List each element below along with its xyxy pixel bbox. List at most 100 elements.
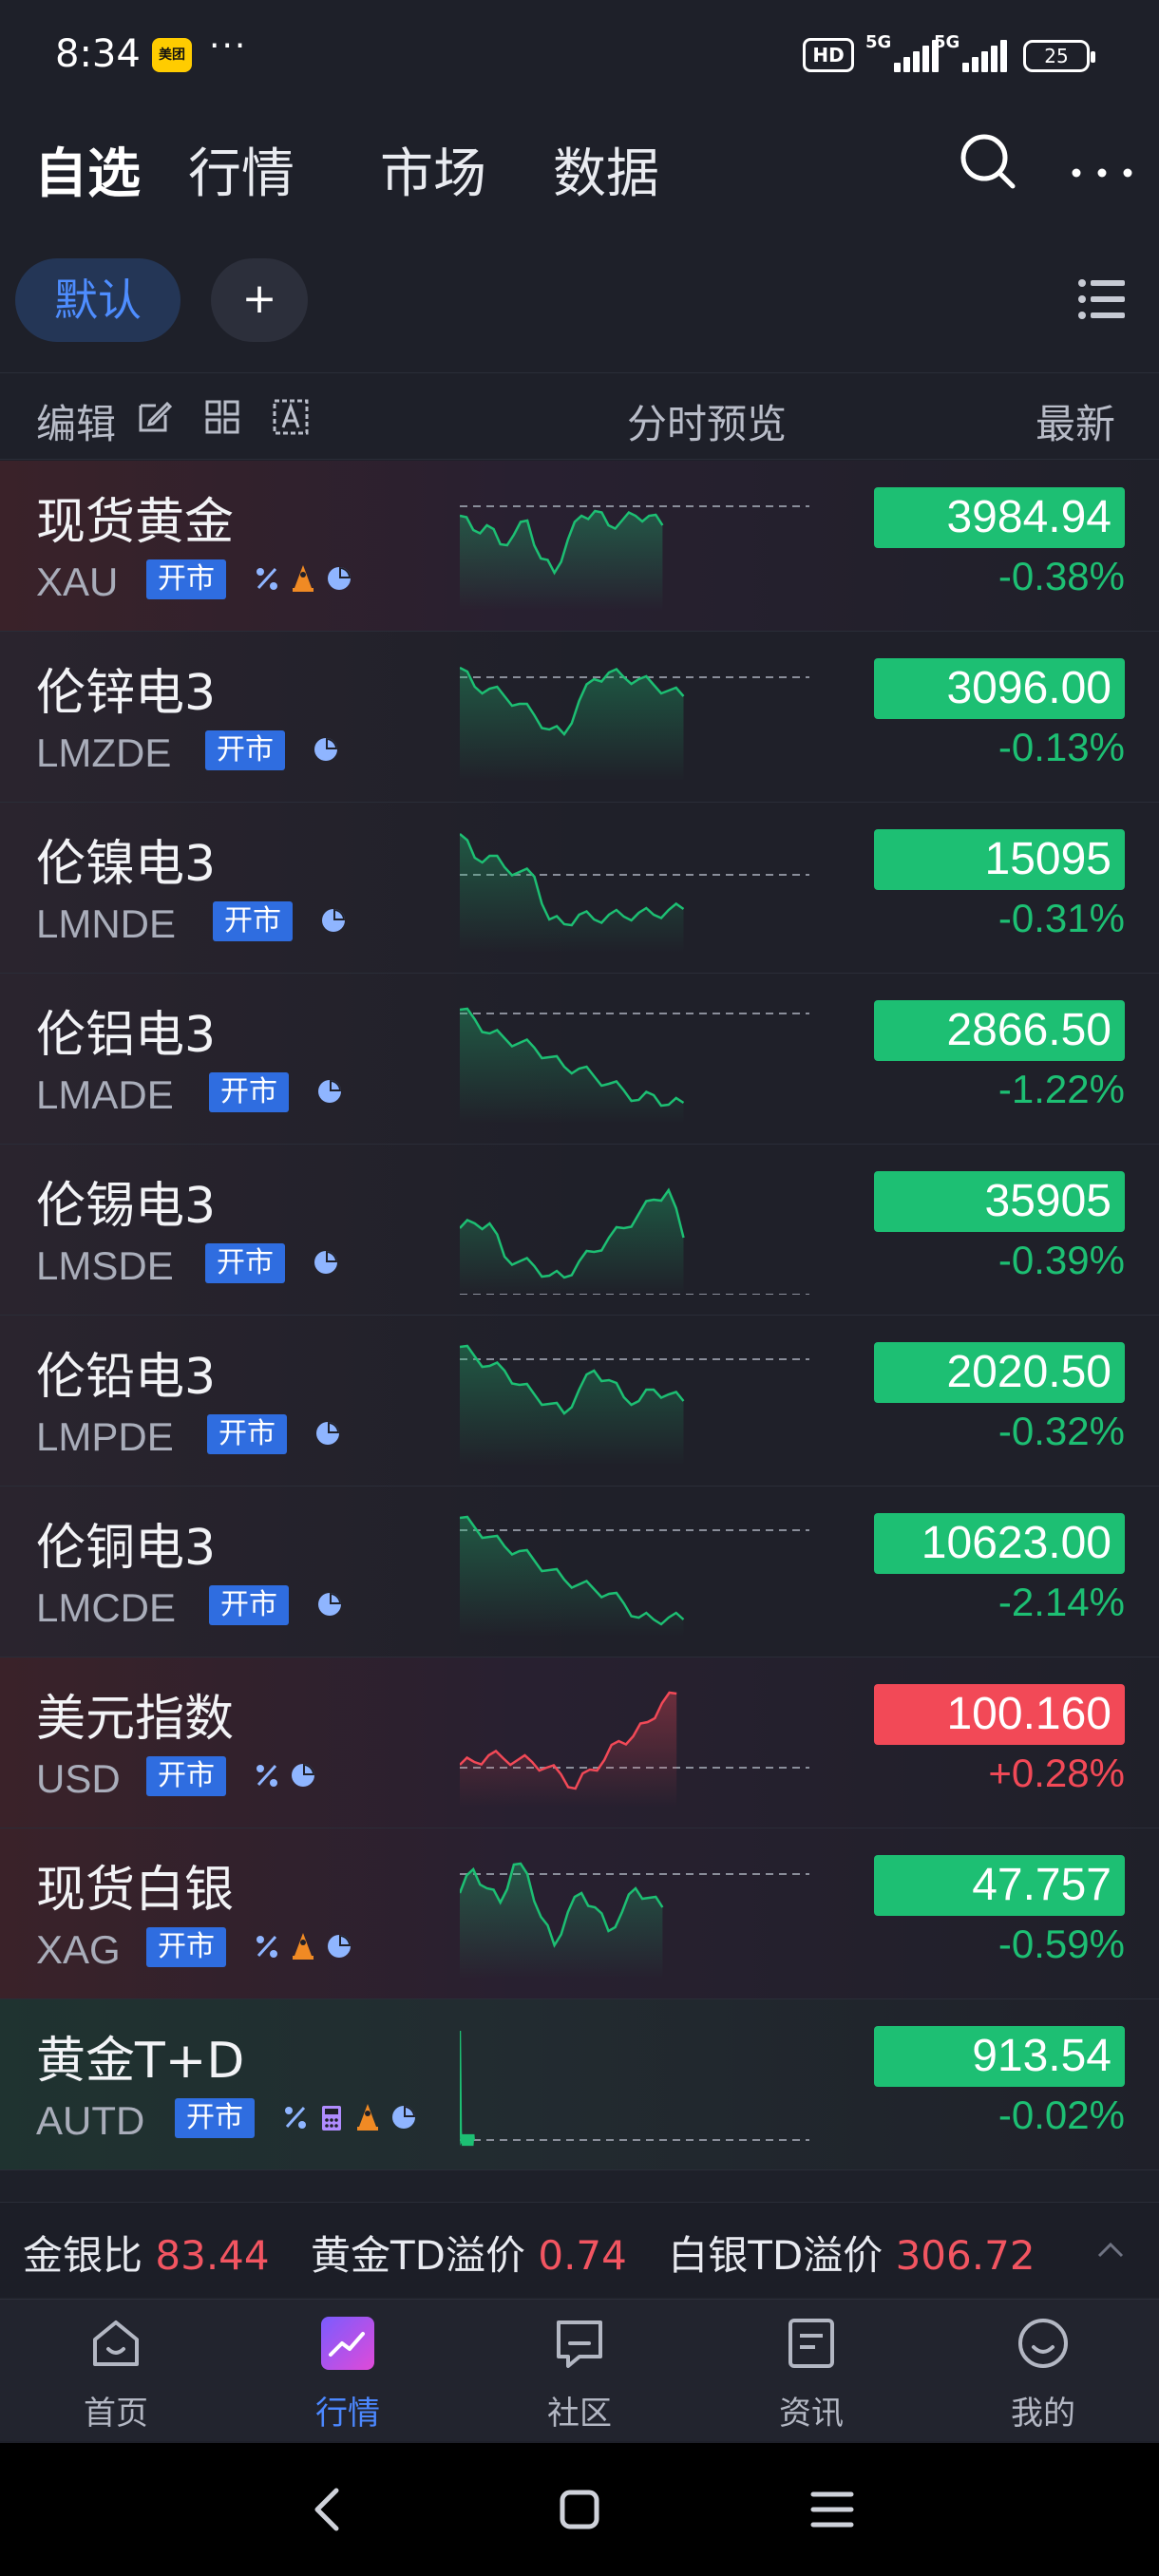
tab-data[interactable]: 数据 — [553, 143, 659, 205]
latest-price: 3984.94 — [874, 487, 1125, 548]
intraday-sparkline — [460, 2030, 809, 2150]
tab-quotes[interactable]: 行情 — [188, 143, 294, 205]
pie-icon — [318, 1080, 341, 1103]
silver-td-premium-value: 306.72 — [895, 2232, 1036, 2279]
pie-icon — [392, 2106, 415, 2129]
tab-home[interactable]: 首页 — [49, 2315, 182, 2433]
instrument-name: 黄金T+D — [36, 2033, 245, 2090]
instrument-name: 伦锡电3 — [36, 1178, 217, 1235]
latest-price: 2866.50 — [874, 1000, 1125, 1061]
latest-price: 10623.00 — [874, 1513, 1125, 1574]
tab-quotes-bottom[interactable]: 行情 — [281, 2315, 414, 2433]
intraday-sparkline — [460, 1007, 809, 1124]
market-open-badge: 开市 — [213, 901, 293, 941]
instrument-code: USD — [36, 1756, 121, 1801]
instrument-tags — [314, 1416, 350, 1454]
change-percent: -0.13% — [998, 725, 1125, 769]
latest-price: 2020.50 — [874, 1342, 1125, 1403]
instrument-code: LMCDE — [36, 1585, 177, 1630]
signal-icon-1: 5G — [865, 32, 951, 72]
tab-quotes-label: 行情 — [315, 2395, 380, 2433]
watchlist-row[interactable]: 伦锡电3 LMSDE 开市 35905 -0.39% — [0, 1145, 1159, 1316]
market-open-badge: 开市 — [205, 1243, 285, 1283]
pie-icon — [318, 1593, 341, 1616]
calc-icon — [322, 2106, 341, 2131]
watchlist-row[interactable]: 伦铜电3 LMCDE 开市 10623.00 -2.14% — [0, 1487, 1159, 1657]
watchlist-row[interactable]: 现货黄金 XAU 开市 3984.94 -0.38% — [0, 461, 1159, 632]
change-percent: -0.02% — [998, 2093, 1125, 2137]
watchlist-row[interactable]: 现货白银 XAG 开市 47.757 -0.59% — [0, 1828, 1159, 1999]
latest-price-sort[interactable]: 最新 — [1036, 401, 1116, 447]
search-icon[interactable] — [958, 131, 1018, 192]
instrument-code: XAG — [36, 1927, 121, 1972]
change-percent: -0.59% — [998, 1922, 1125, 1966]
intraday-sparkline — [460, 1691, 809, 1808]
instrument-code: LMZDE — [36, 730, 172, 775]
change-percent: -0.39% — [998, 1238, 1125, 1282]
group-default-pill[interactable]: 默认 — [15, 258, 180, 342]
more-menu-icon[interactable] — [1069, 163, 1135, 182]
instrument-tags — [312, 732, 348, 770]
grid-layout-icon[interactable] — [203, 398, 241, 436]
ratio-bar[interactable]: 金银比 83.44 黄金TD溢价 0.74 白银TD溢价 306.72 — [0, 2202, 1159, 2297]
recents-menu-icon[interactable] — [804, 2481, 861, 2538]
percent-icon — [256, 1764, 277, 1787]
change-percent: -2.14% — [998, 1580, 1125, 1624]
market-open-badge: 开市 — [146, 1756, 226, 1796]
community-icon — [557, 2320, 602, 2368]
signal-icon-2: 5G — [934, 32, 1019, 72]
tab-community-label: 社区 — [547, 2395, 612, 2433]
home-icon — [93, 2320, 139, 2366]
watchlist-row[interactable]: 伦锌电3 LMZDE 开市 3096.00 -0.13% — [0, 632, 1159, 803]
instrument-name: 现货白银 — [36, 1862, 235, 1919]
font-size-icon[interactable] — [272, 398, 310, 436]
chevron-up-icon[interactable] — [1096, 2241, 1125, 2260]
watchlist-row[interactable]: 伦铅电3 LMPDE 开市 2020.50 -0.32% — [0, 1316, 1159, 1487]
market-open-badge: 开市 — [205, 730, 285, 770]
top-nav: 自选 行情 市场 数据 — [0, 110, 1159, 224]
home-nav-icon[interactable] — [551, 2481, 608, 2538]
quotes-chart-icon — [321, 2317, 374, 2370]
back-icon[interactable] — [300, 2481, 357, 2538]
gold-td-premium-value: 0.74 — [538, 2232, 627, 2279]
watchlist-row[interactable]: 伦铝电3 LMADE 开市 2866.50 -1.22% — [0, 974, 1159, 1145]
gold-td-premium-label: 黄金TD溢价 — [310, 2232, 525, 2279]
instrument-name: 伦铜电3 — [36, 1520, 217, 1577]
watchlist-row[interactable]: 伦镍电3 LMNDE 开市 15095 -0.31% — [0, 803, 1159, 974]
tab-market[interactable]: 市场 — [380, 143, 486, 205]
market-open-badge: 开市 — [209, 1585, 289, 1625]
latest-price: 47.757 — [874, 1855, 1125, 1916]
instrument-code: LMPDE — [36, 1414, 174, 1459]
pie-icon — [314, 738, 337, 761]
latest-price: 913.54 — [874, 2026, 1125, 2087]
change-percent: +0.28% — [988, 1751, 1125, 1795]
change-percent: -1.22% — [998, 1067, 1125, 1111]
watchlist-row[interactable]: 美元指数 USD 开市 100.160 +0.28% — [0, 1657, 1159, 1828]
edit-button[interactable]: 编辑 — [36, 401, 117, 447]
edit-icon[interactable] — [135, 398, 173, 436]
pie-icon — [322, 909, 345, 932]
timeshare-preview-label: 分时预览 — [627, 401, 788, 447]
bottom-tab-bar: 首页 行情 社区 资讯 我的 — [0, 2299, 1159, 2441]
instrument-name: 伦锌电3 — [36, 665, 217, 722]
instrument-tags — [253, 561, 361, 599]
pie-icon — [292, 1764, 314, 1787]
market-open-badge: 开市 — [207, 1414, 287, 1454]
intraday-sparkline — [460, 1187, 809, 1295]
watchlist-row[interactable]: 黄金T+D AUTD 开市 913.54 -0.02% — [0, 1999, 1159, 2170]
instrument-name: 伦铅电3 — [36, 1349, 217, 1406]
change-percent: -0.31% — [998, 896, 1125, 940]
latest-price: 3096.00 — [874, 658, 1125, 719]
tab-profile[interactable]: 我的 — [977, 2315, 1110, 2433]
tab-watchlist[interactable]: 自选 — [34, 143, 141, 205]
market-open-badge: 开市 — [209, 1072, 289, 1112]
tab-news[interactable]: 资讯 — [745, 2315, 878, 2433]
intraday-sparkline — [460, 833, 809, 953]
tab-community[interactable]: 社区 — [513, 2315, 646, 2433]
list-view-icon[interactable] — [1077, 277, 1125, 321]
hd-voice-icon: HD — [803, 38, 854, 72]
news-icon — [788, 2319, 834, 2368]
intraday-sparkline — [460, 666, 809, 782]
add-group-button[interactable]: + — [211, 258, 308, 342]
status-indicators: HD 5G 5G 25 — [803, 32, 1107, 78]
